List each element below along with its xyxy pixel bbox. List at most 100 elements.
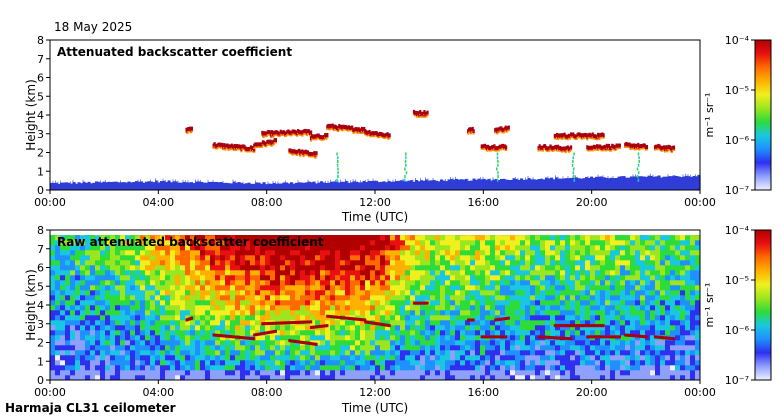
raw-signal-cell [165, 290, 171, 296]
raw-signal-cell [340, 375, 346, 381]
raw-signal-cell [160, 325, 166, 331]
raw-signal-cell [340, 295, 346, 301]
raw-signal-cell [210, 285, 216, 291]
raw-signal-cell [470, 330, 476, 336]
raw-signal-cell [265, 290, 271, 296]
raw-signal-cell [540, 255, 546, 261]
raw-signal-cell [580, 250, 586, 256]
raw-signal-cell [175, 340, 181, 346]
raw-signal-cell [450, 300, 456, 306]
raw-signal-cell [325, 255, 331, 261]
raw-signal-cell [620, 320, 626, 326]
raw-signal-cell [275, 370, 281, 376]
cloud-segment [268, 130, 272, 135]
raw-signal-cell [190, 245, 196, 251]
raw-signal-cell [300, 315, 306, 321]
raw-signal-cell [255, 235, 261, 241]
raw-signal-cell [645, 240, 651, 246]
raw-signal-cell [225, 325, 231, 331]
raw-signal-cell [495, 330, 501, 336]
raw-signal-cell [175, 310, 181, 316]
aerosol-layer-column [547, 178, 551, 190]
cloud-edge [253, 147, 256, 150]
raw-signal-cell [605, 245, 611, 251]
raw-signal-cell [235, 245, 241, 251]
raw-signal-cell [360, 240, 366, 246]
raw-signal-cell [545, 235, 551, 241]
raw-signal-cell [410, 240, 416, 246]
raw-signal-cell [125, 370, 131, 376]
raw-signal-cell [520, 315, 526, 321]
cloud-edge [326, 128, 329, 131]
raw-signal-cell [515, 330, 521, 336]
raw-signal-cell [430, 350, 436, 356]
raw-signal-cell [200, 345, 206, 351]
raw-signal-cell [650, 310, 656, 316]
raw-signal-cell [650, 280, 656, 286]
raw-signal-cell [535, 315, 541, 321]
aerosol-speck [182, 179, 184, 182]
raw-signal-cell [125, 245, 131, 251]
cloud-edge [590, 137, 593, 140]
raw-signal-cell [380, 310, 386, 316]
cloud-segment [326, 133, 329, 138]
raw-signal-cell [645, 320, 651, 326]
raw-signal-cell [625, 315, 631, 321]
raw-signal-cell [240, 355, 246, 361]
raw-signal-cell [410, 305, 416, 311]
aerosol-layer-column [447, 179, 451, 190]
aerosol-layer-column [235, 182, 239, 190]
raw-signal-cell [225, 310, 231, 316]
raw-signal-cell [390, 305, 396, 311]
raw-signal-cell [440, 260, 446, 266]
cloud-edge [656, 148, 659, 151]
raw-signal-cell [660, 290, 666, 296]
raw-signal-cell [285, 265, 291, 271]
raw-signal-cell [165, 270, 171, 276]
raw-signal-cell [80, 270, 86, 276]
raw-signal-cell [265, 240, 271, 246]
raw-signal-cell [145, 345, 151, 351]
raw-signal-cell [635, 275, 641, 281]
raw-signal-cell [555, 315, 561, 321]
raw-signal-cell [600, 295, 606, 301]
raw-signal-cell [95, 290, 101, 296]
raw-signal-cell [330, 330, 336, 336]
raw-signal-cell [350, 270, 356, 276]
raw-signal-cell [190, 320, 196, 326]
raw-signal-cell [425, 250, 431, 256]
aerosol-layer-column [672, 175, 676, 190]
raw-signal-cell [575, 315, 581, 321]
raw-signal-cell [440, 270, 446, 276]
raw-signal-cell [545, 325, 551, 331]
raw-signal-cell [75, 255, 81, 261]
raw-signal-cell [615, 245, 621, 251]
raw-signal-cell [240, 345, 246, 351]
raw-signal-cell [235, 250, 241, 256]
raw-signal-cell [260, 310, 266, 316]
cloud-edge [591, 149, 594, 152]
raw-signal-cell [555, 305, 561, 311]
raw-signal-cell [555, 320, 561, 326]
raw-signal-cell [205, 330, 211, 336]
raw-signal-cell [120, 375, 126, 381]
aerosol-speck [427, 178, 429, 181]
raw-signal-cell [125, 280, 131, 286]
raw-signal-cell [385, 330, 391, 336]
raw-signal-cell [580, 365, 586, 371]
raw-signal-cell [530, 245, 536, 251]
raw-signal-cell [445, 260, 451, 266]
raw-signal-cell [630, 280, 636, 286]
raw-signal-cell [615, 375, 621, 381]
aerosol-speck [555, 175, 556, 178]
raw-signal-cell [310, 315, 316, 321]
raw-signal-cell [135, 330, 141, 336]
raw-signal-cell [70, 340, 76, 346]
raw-signal-cell [625, 330, 631, 336]
raw-signal-cell [160, 240, 166, 246]
raw-signal-cell [350, 355, 356, 361]
raw-signal-cell [255, 240, 261, 246]
raw-signal-cell [650, 245, 656, 251]
raw-signal-cell [65, 280, 71, 286]
aerosol-layer-column [642, 176, 646, 190]
